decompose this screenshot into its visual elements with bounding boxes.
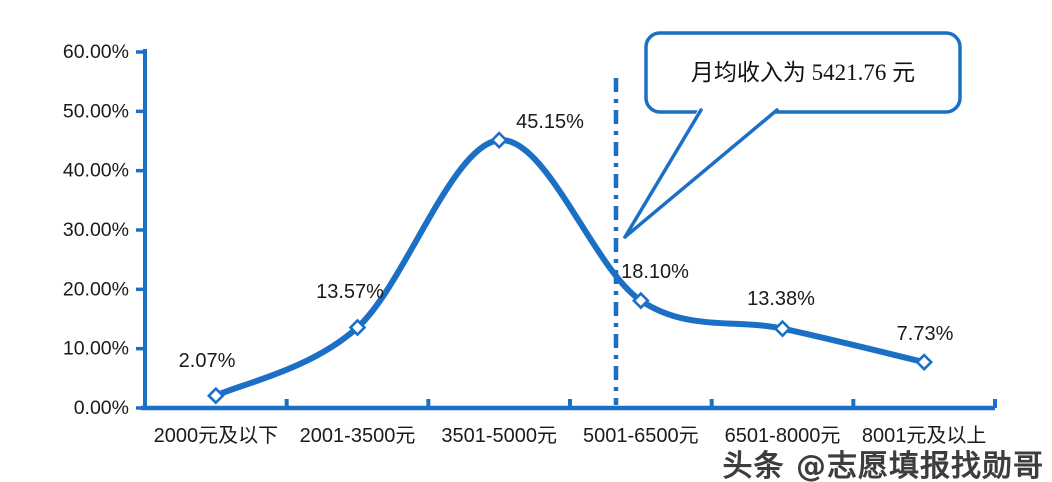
data-label: 2.07% bbox=[179, 350, 236, 372]
data-point-marker bbox=[206, 386, 225, 405]
data-label: 13.38% bbox=[747, 288, 815, 310]
x-axis-label: 8001元及以上 bbox=[862, 424, 987, 447]
x-axis-label: 2001-3500元 bbox=[300, 425, 416, 447]
data-point-marker bbox=[490, 131, 509, 149]
x-axis-label: 2000元及以下 bbox=[154, 425, 279, 447]
data-point-marker bbox=[915, 353, 934, 371]
series-line bbox=[212, 137, 928, 399]
data-point-marker bbox=[348, 318, 367, 337]
x-axis-label: 3501-5000元 bbox=[441, 425, 557, 447]
y-tick-label: 20.00% bbox=[63, 278, 129, 300]
y-tick-label: 0.00% bbox=[74, 397, 129, 419]
data-label: 45.15% bbox=[516, 111, 584, 133]
y-tick-label: 40.00% bbox=[63, 160, 129, 182]
y-tick-label: 10.00% bbox=[63, 338, 129, 360]
y-tick-label: 30.00% bbox=[63, 219, 129, 241]
y-tick-label: 60.00% bbox=[63, 41, 129, 63]
data-label: 18.10% bbox=[621, 261, 689, 283]
data-point-marker bbox=[773, 319, 792, 338]
data-label: 13.57% bbox=[316, 281, 384, 303]
watermark: 头条 @志愿填报找勋哥 bbox=[722, 449, 1044, 482]
data-label: 7.73% bbox=[897, 323, 954, 345]
x-axis-label: 5001-6500元 bbox=[583, 425, 699, 447]
x-axis-label: 6501-8000元 bbox=[725, 425, 841, 447]
y-tick-label: 50.00% bbox=[63, 100, 129, 122]
data-point-marker bbox=[631, 291, 650, 310]
